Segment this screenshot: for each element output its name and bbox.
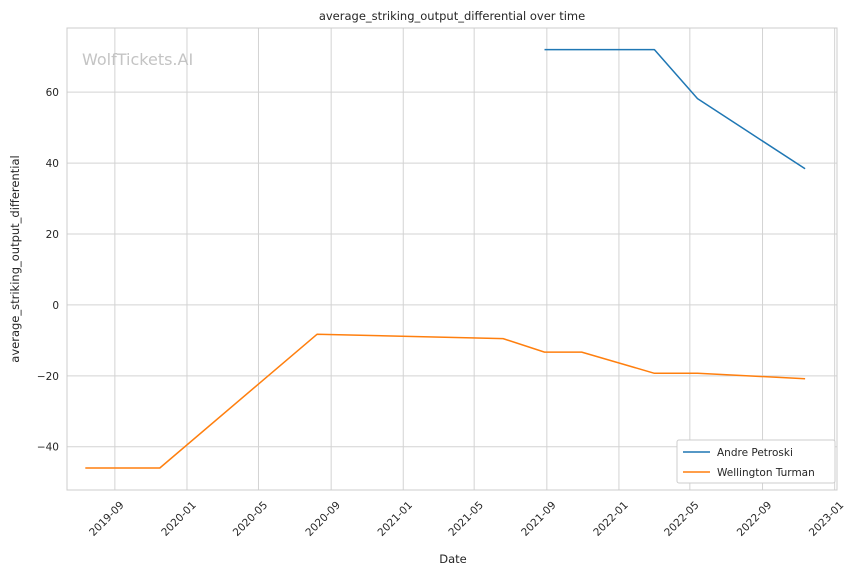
- x-tick-label: 2022-09: [735, 499, 775, 539]
- y-tick-label: 20: [46, 229, 59, 241]
- y-tick-labels: −40 −20 0 20 40 60: [37, 87, 59, 454]
- y-tick-label: −40: [37, 442, 59, 454]
- x-tick-label: 2021-09: [519, 499, 559, 539]
- grid-lines: [67, 28, 837, 490]
- series-line: [544, 48, 806, 170]
- x-tick-label: 2020-09: [303, 499, 343, 539]
- x-tick-label: 2019-09: [87, 499, 127, 539]
- legend-label: Andre Petroski: [717, 447, 793, 459]
- plot-frame: [66, 27, 838, 491]
- x-tick-label: 2020-05: [231, 499, 271, 539]
- x-tick-labels: 2019-09 2020-01 2020-05 2020-09 2021-01 2021-…: [87, 499, 846, 539]
- x-tick-label: 2021-05: [446, 499, 486, 539]
- legend-label: Wellington Turman: [717, 467, 815, 479]
- y-tick-label: 0: [52, 300, 59, 312]
- x-tick-label: 2022-05: [662, 499, 702, 539]
- x-axis-label: Date: [439, 552, 467, 566]
- y-tick-label: −20: [37, 371, 59, 383]
- plot-area: [67, 28, 837, 490]
- x-tick-label: 2020-01: [159, 499, 199, 539]
- series-line: [85, 333, 806, 469]
- x-tick-label: 2023-01: [807, 499, 847, 539]
- legend: Andre Petroski Wellington Turman: [676, 439, 836, 484]
- y-tick-label: 40: [46, 158, 59, 170]
- legend-box: [676, 439, 836, 484]
- series-lines: [85, 48, 806, 469]
- watermark: WolfTickets.AI: [82, 50, 193, 69]
- y-axis-label: average_striking_output_differential: [8, 155, 22, 362]
- y-tick-label: 60: [46, 87, 59, 99]
- x-tick-label: 2021-01: [376, 499, 416, 539]
- x-tick-label: 2022-01: [591, 499, 631, 539]
- chart-title: average_striking_output_differential ove…: [319, 9, 585, 23]
